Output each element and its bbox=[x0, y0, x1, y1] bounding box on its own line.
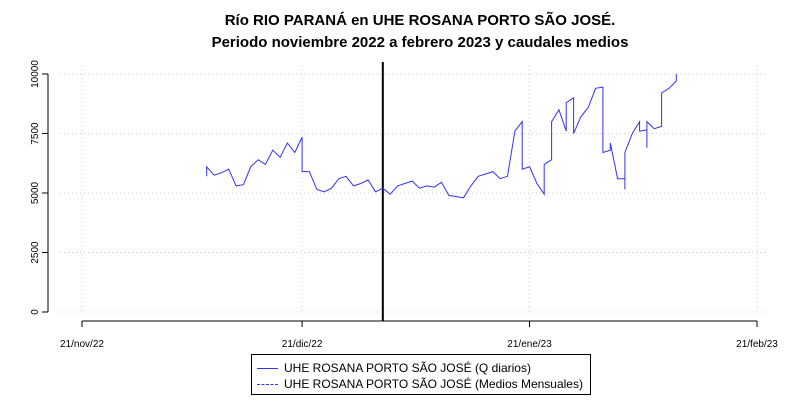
y-tick-label: 0 bbox=[30, 309, 41, 315]
x-tick-label: 21/dic/22 bbox=[282, 339, 323, 350]
chart-subtitle: Periodo noviembre 2022 a febrero 2023 y … bbox=[211, 34, 629, 51]
axes: 21/nov/22 21/dic/22 21/ene/23 21/feb/23 0 250… bbox=[30, 60, 778, 350]
legend-swatch-dashed bbox=[257, 384, 278, 385]
legend-label-monthly: UHE ROSANA PORTO SÃO JOSÉ (Medios Mensua… bbox=[284, 377, 583, 391]
chart-title: Río RIO PARANÁ en UHE ROSANA PORTO SÃO J… bbox=[224, 12, 616, 29]
y-tick-label: 5000 bbox=[30, 181, 41, 204]
legend-label-daily: UHE ROSANA PORTO SÃO JOSÉ (Q diarios) bbox=[284, 361, 531, 375]
series-line-0 bbox=[206, 74, 677, 199]
series-layer bbox=[206, 62, 677, 321]
x-tick-label: 21/feb/23 bbox=[736, 339, 778, 350]
grid-lines bbox=[60, 66, 768, 313]
y-tick-label: 2500 bbox=[30, 241, 41, 264]
x-tick-label: 21/nov/22 bbox=[60, 339, 104, 350]
y-tick-label: 10000 bbox=[30, 60, 41, 88]
legend-item-monthly: UHE ROSANA PORTO SÃO JOSÉ (Medios Mensua… bbox=[252, 376, 590, 392]
legend: UHE ROSANA PORTO SÃO JOSÉ (Q diarios) UH… bbox=[251, 354, 591, 395]
legend-item-daily: UHE ROSANA PORTO SÃO JOSÉ (Q diarios) bbox=[252, 360, 590, 376]
y-tick-label: 7500 bbox=[30, 122, 41, 145]
legend-swatch-solid bbox=[257, 368, 278, 369]
x-tick-label: 21/ene/23 bbox=[507, 339, 552, 350]
